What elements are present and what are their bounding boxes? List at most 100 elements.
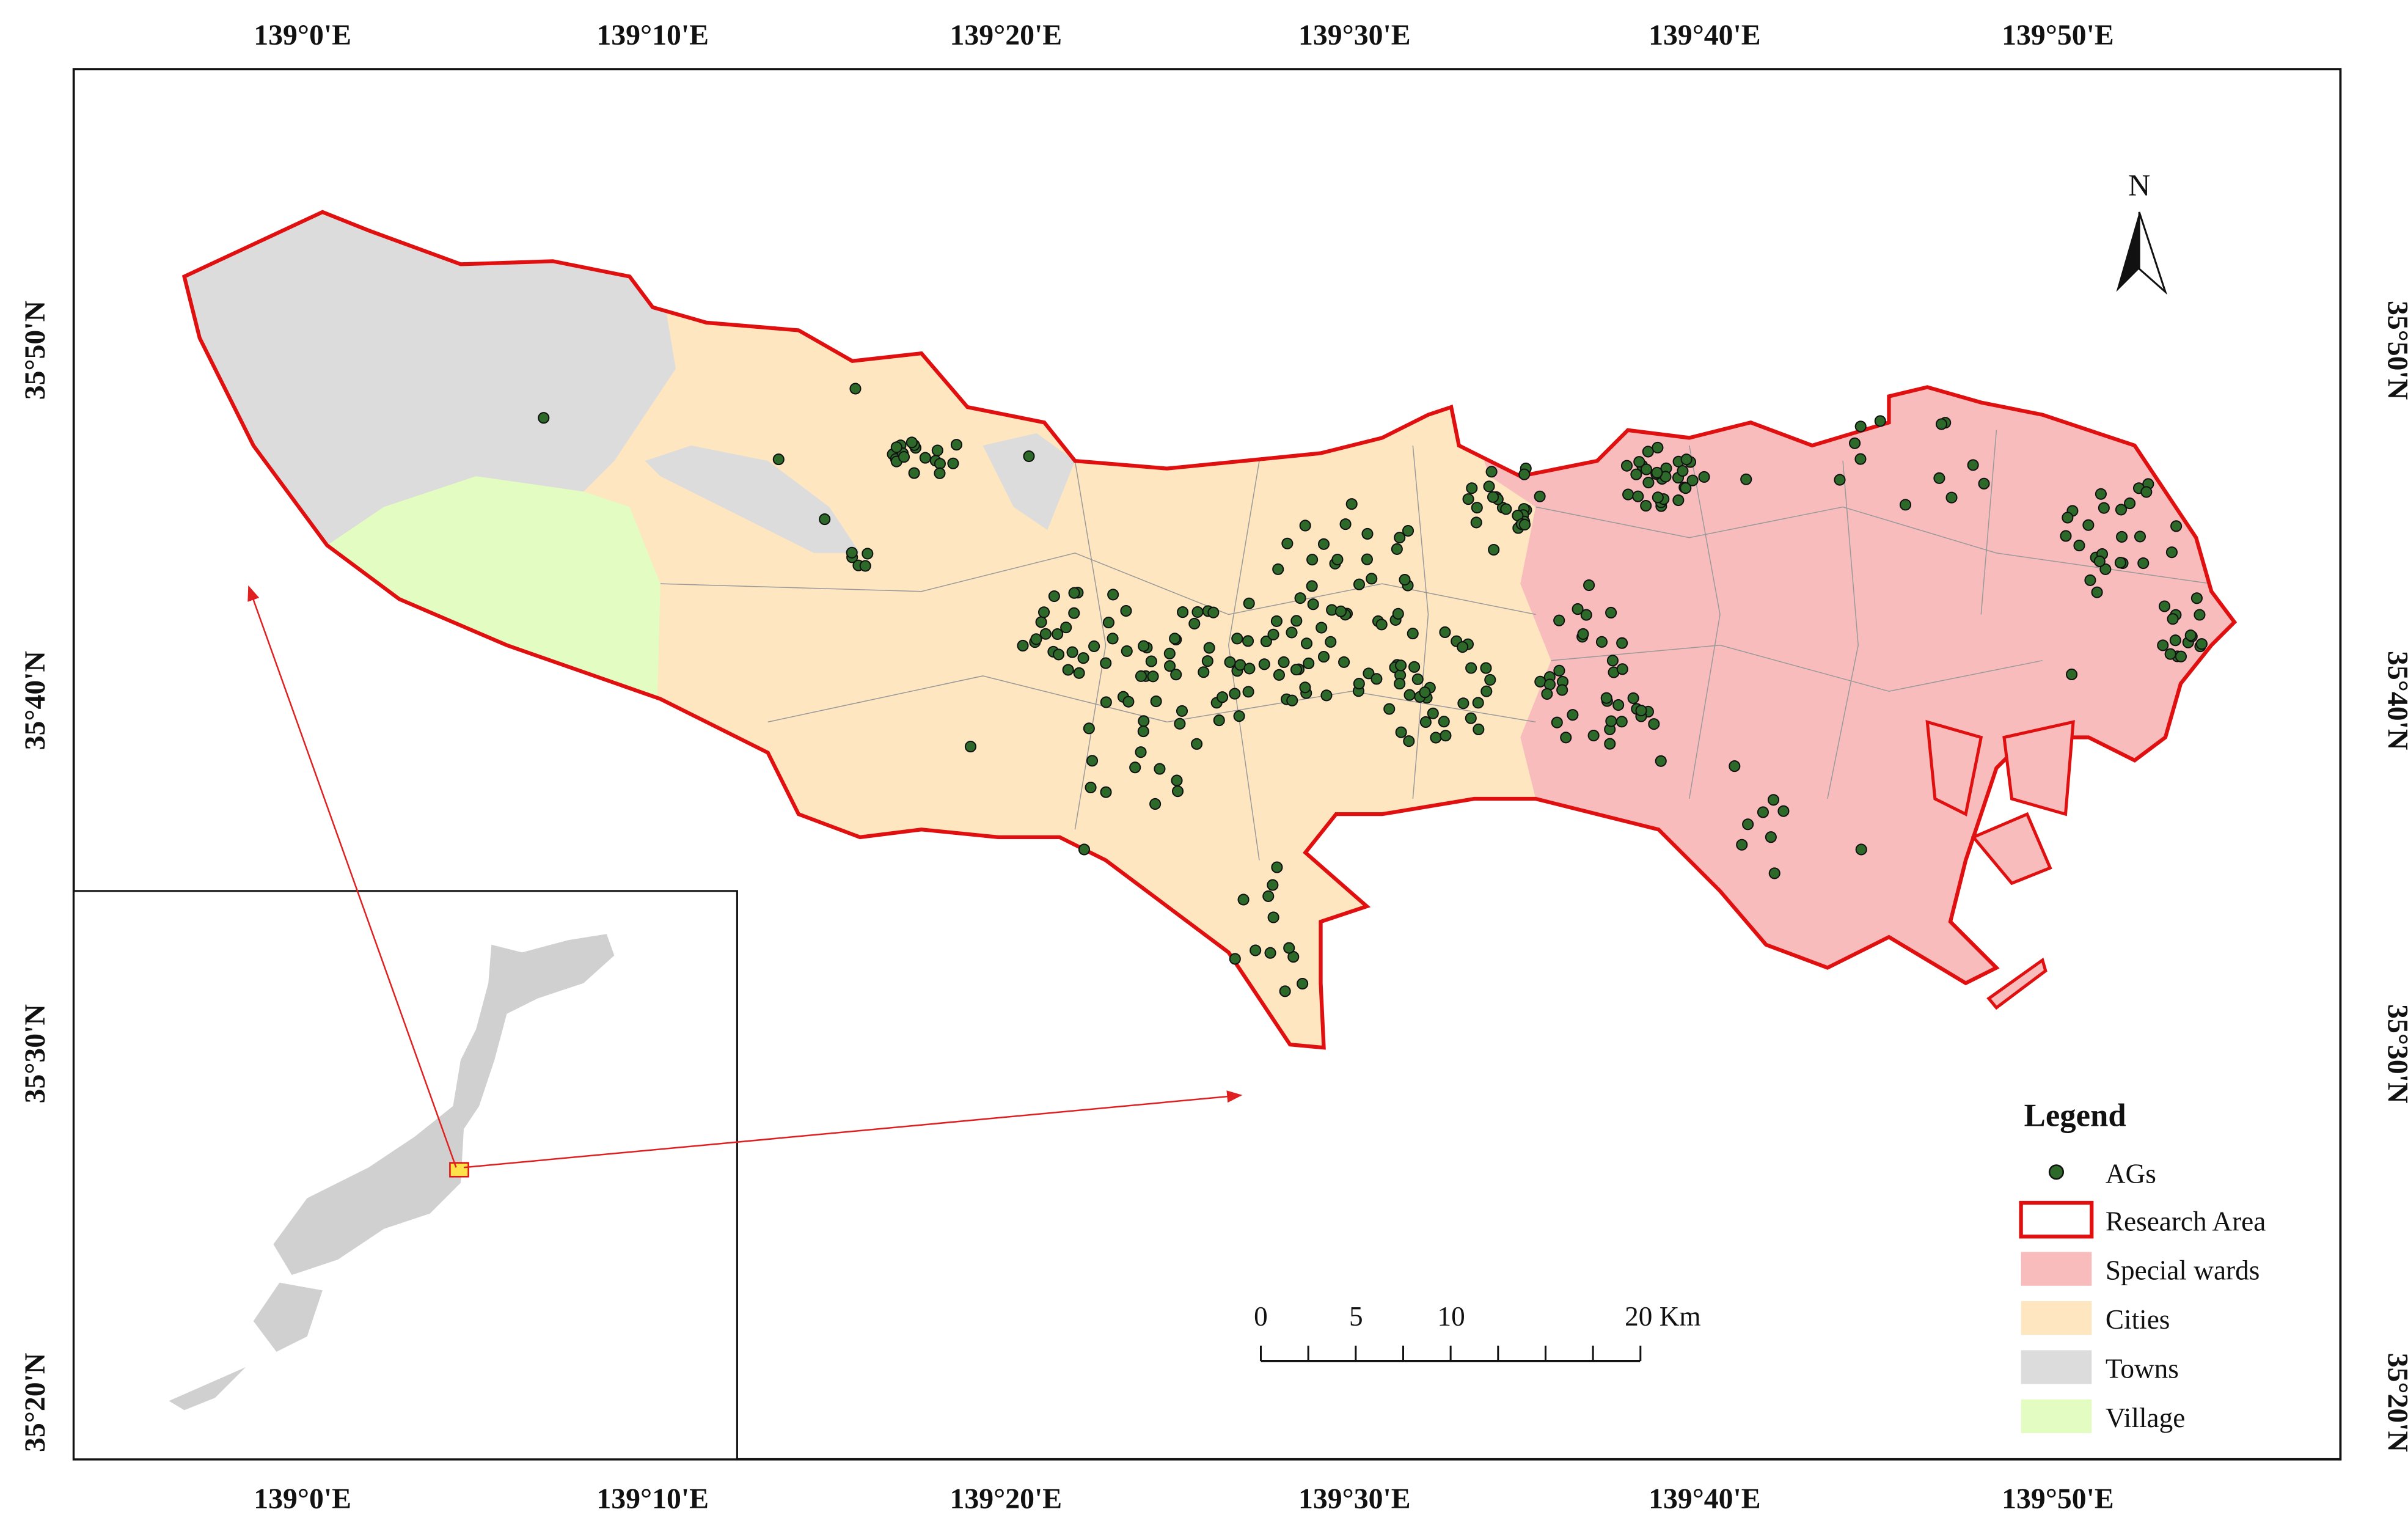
ag-point (1854, 453, 1867, 465)
locator-arrow (463, 1090, 1243, 1169)
legend: Legend AGs Research Area Special wards C… (2019, 1098, 2266, 1434)
ag-point (1642, 477, 1655, 489)
ag-point (1395, 659, 1407, 672)
longitude-label: 139°30'E (1298, 1483, 1411, 1515)
ag-point (1854, 420, 1867, 433)
ag-point (1283, 942, 1295, 954)
ag-point (1163, 647, 1176, 659)
ag-point (1616, 637, 1628, 649)
ag-point (1353, 678, 1365, 690)
scale-label: 20 Km (1625, 1301, 1700, 1332)
ag-point (1899, 499, 1912, 511)
ag-point (1465, 712, 1477, 724)
island (1986, 957, 2048, 1010)
ag-point (1572, 603, 1584, 615)
ag-point (1100, 696, 1112, 708)
ag-point (1672, 494, 1685, 507)
ag-point (1686, 474, 1699, 486)
ag-point (919, 452, 931, 464)
ag-point (1605, 606, 1617, 618)
ag-point (1149, 798, 1162, 810)
ag-point (1035, 616, 1047, 628)
ag-point (1325, 636, 1337, 648)
ag-point (846, 546, 858, 559)
longitude-label: 139°20'E (950, 1483, 1062, 1515)
ag-point (1203, 642, 1215, 654)
ag-point (1171, 774, 1183, 787)
ag-point (1580, 609, 1592, 621)
longitude-label: 139°10'E (596, 19, 709, 51)
legend-label: AGs (2106, 1158, 2156, 1189)
ag-point (1392, 607, 1404, 620)
ag-point (1518, 518, 1531, 530)
north-arrow: N (2116, 167, 2168, 295)
ag-point (1299, 519, 1311, 532)
ag-point (2091, 586, 2103, 598)
ag-point (1394, 678, 1406, 690)
legend-swatch (2019, 1200, 2094, 1239)
ag-point (1551, 716, 1563, 728)
latitude-label: 35°40'N (2381, 651, 2408, 750)
ag-point (1742, 818, 1754, 831)
ag-point (1297, 977, 1309, 990)
ag-point (1073, 667, 1085, 679)
ag-point (1306, 580, 1318, 592)
boundary (1551, 644, 2043, 692)
ag-point (950, 439, 962, 451)
ag-point (1553, 664, 1565, 677)
ag-point (1267, 628, 1279, 640)
ag-point (1457, 641, 1469, 653)
ag-point (1642, 446, 1654, 458)
ag-point (1874, 415, 1886, 427)
ag-points (538, 383, 2208, 997)
ag-point (1363, 667, 1375, 680)
ag-point (906, 436, 918, 449)
ag-point (1137, 725, 1149, 738)
ag-point (1600, 692, 1612, 704)
ag-point (1777, 805, 1790, 817)
ag-point (2184, 629, 2197, 642)
ag-point (1052, 648, 1065, 661)
ag-point (1484, 673, 1496, 686)
ag-point (1403, 689, 1416, 701)
ag-point (1273, 669, 1286, 681)
ag-point (1534, 490, 1546, 502)
ag-point (1150, 695, 1162, 708)
ag-point (1216, 691, 1229, 703)
ag-point (1622, 488, 1634, 501)
ag-point (1229, 953, 1241, 965)
ag-point (1233, 710, 1245, 722)
ag-point (2190, 592, 2203, 604)
ag-point (1281, 537, 1294, 549)
towns-region (983, 433, 1075, 530)
ag-point (2114, 557, 2126, 569)
ag-point (1767, 794, 1780, 806)
ag-point (1487, 491, 1499, 503)
ag-point (1085, 781, 1097, 794)
ag-point (1138, 640, 1150, 652)
ag-point (1457, 697, 1469, 710)
legend-swatch (2021, 1301, 2092, 1335)
ag-point (1471, 502, 1483, 514)
ag-point (934, 458, 946, 470)
ag-point (1543, 678, 1556, 691)
ag-point (1480, 685, 1493, 697)
latitude-label: 35°50'N (2381, 301, 2408, 400)
ag-point (2115, 504, 2128, 516)
village-region (327, 476, 661, 707)
scale-label: 10 (1438, 1301, 1465, 1332)
ag-point (1635, 705, 1647, 717)
ag-point (1271, 861, 1283, 873)
ag-point (1068, 587, 1080, 599)
ag-point (1411, 673, 1424, 685)
ag-point (859, 560, 871, 572)
ag-point (1765, 831, 1777, 843)
ag-point (1740, 473, 1752, 485)
ag-point (1470, 516, 1482, 529)
ag-point (1485, 466, 1498, 478)
ag-point (1250, 944, 1262, 956)
towns-region (184, 211, 676, 553)
ag-point (1170, 669, 1182, 681)
ag-point (1191, 606, 1204, 618)
ag-point (1023, 450, 1035, 463)
